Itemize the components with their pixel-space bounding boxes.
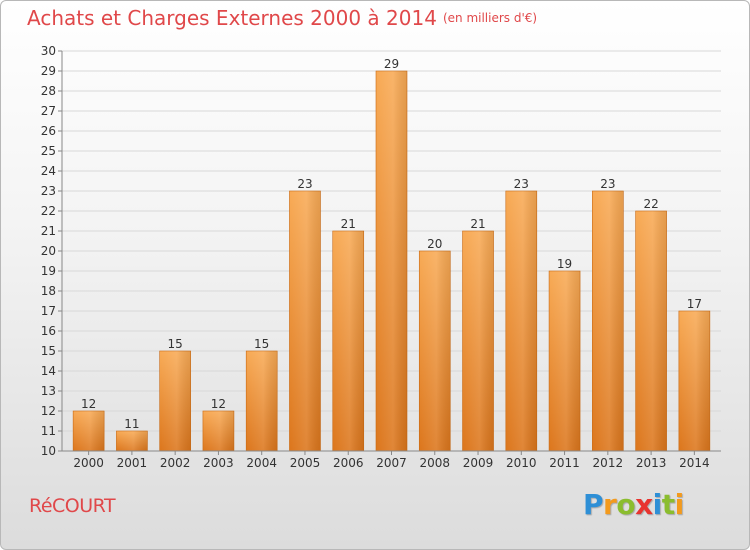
bar-shine (332, 231, 364, 451)
y-tick-label: 23 (41, 184, 56, 198)
logo-letter: t (661, 488, 675, 521)
bar-value-label: 20 (427, 237, 442, 251)
proxiti-logo: Proxiti (583, 488, 684, 521)
x-tick-label: 2002 (160, 456, 191, 470)
bar-value-label: 19 (557, 257, 572, 271)
bar-value-label: 29 (384, 57, 399, 71)
logo-letter: x (635, 488, 653, 521)
axis-layer: 10 11 12 13 14 15 16 17 18 19 20 21 22 23 24 25 26 27 28 29… (41, 44, 721, 470)
bar-value-label: 22 (643, 197, 658, 211)
bar-shine (592, 191, 624, 451)
bar-shine (419, 251, 451, 451)
x-tick-label: 2007 (376, 456, 407, 470)
y-tick-label: 30 (41, 44, 56, 58)
y-tick-label: 19 (41, 264, 56, 278)
bar-shine (116, 431, 148, 451)
y-tick-label: 17 (41, 304, 56, 318)
bar-value-label: 12 (211, 397, 226, 411)
y-tick-label: 15 (41, 344, 56, 358)
logo-letter: r (603, 488, 617, 521)
y-tick-label: 24 (41, 164, 56, 178)
x-tick-label: 2011 (549, 456, 580, 470)
y-tick-label: 26 (41, 124, 56, 138)
bar-value-label: 15 (254, 337, 269, 351)
bar-shine (289, 191, 321, 451)
bar-shine (549, 271, 581, 451)
y-tick-label: 14 (41, 364, 56, 378)
chart-unit-note: (en milliers d'€) (442, 11, 538, 25)
x-tick-label: 2008 (419, 456, 450, 470)
bar-layer: 12 11 15 12 15 23 21 29 20 21 23 19 23 22 17 (72, 57, 711, 452)
y-tick-label: 11 (41, 424, 56, 438)
y-tick-label: 28 (41, 84, 56, 98)
logo-letter: i (674, 488, 685, 521)
bar-value-label: 17 (687, 297, 702, 311)
y-tick-label: 12 (41, 404, 56, 418)
x-tick-label: 2005 (290, 456, 321, 470)
x-tick-label: 2012 (593, 456, 624, 470)
y-tick-label: 18 (41, 284, 56, 298)
bar-shine (246, 351, 278, 451)
bar-shine (505, 191, 537, 451)
bar-value-label: 23 (297, 177, 312, 191)
y-tick-label: 10 (41, 444, 56, 458)
bar-shine (462, 231, 494, 451)
chart-title-text: Achats et Charges Externes 2000 à 2014 (27, 6, 437, 30)
bar-value-label: 21 (341, 217, 356, 231)
y-tick-label: 16 (41, 324, 56, 338)
bar-shine (73, 411, 105, 451)
bar-value-label: 12 (81, 397, 96, 411)
x-tick-label: 2003 (203, 456, 234, 470)
x-tick-label: 2004 (246, 456, 277, 470)
bar-shine (635, 211, 667, 451)
x-tick-label: 2006 (333, 456, 364, 470)
bar-value-label: 15 (168, 337, 183, 351)
x-tick-label: 2014 (679, 456, 710, 470)
bar-shine (202, 411, 234, 451)
place-name: RéCOURT (29, 495, 116, 517)
chart-title: Achats et Charges Externes 2000 à 2014 (e… (27, 6, 537, 30)
bar-value-label: 23 (600, 177, 615, 191)
x-tick-label: 2009 (463, 456, 494, 470)
y-tick-label: 20 (41, 244, 56, 258)
bar-value-label: 21 (470, 217, 485, 231)
y-tick-label: 13 (41, 384, 56, 398)
y-tick-label: 27 (41, 104, 56, 118)
x-tick-label: 2010 (506, 456, 537, 470)
logo-letter: o (616, 488, 636, 521)
logo-letter: i (652, 488, 663, 521)
y-tick-label: 22 (41, 204, 56, 218)
bar-shine (159, 351, 191, 451)
x-tick-label: 2001 (117, 456, 148, 470)
x-tick-label: 2000 (73, 456, 104, 470)
bar-shine (376, 71, 407, 451)
y-tick-label: 21 (41, 224, 56, 238)
x-tick-label: 2013 (636, 456, 667, 470)
bar-value-label: 23 (514, 177, 529, 191)
bar-value-label: 11 (124, 417, 139, 431)
y-tick-label: 29 (41, 64, 56, 78)
bar-shine (678, 311, 710, 451)
y-tick-label: 25 (41, 144, 56, 158)
logo-letter: P (583, 488, 604, 521)
